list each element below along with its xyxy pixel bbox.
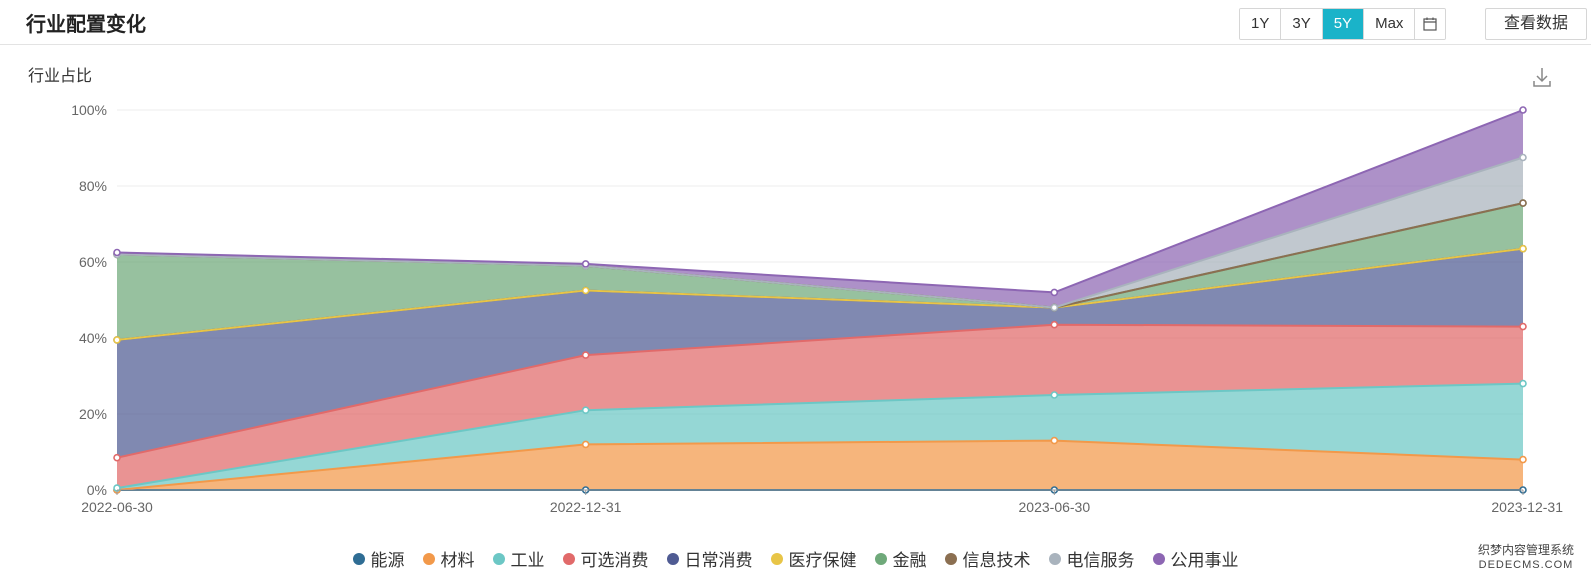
- legend-item[interactable]: 日常消费: [666, 546, 753, 571]
- watermark-line1: 织梦内容管理系统: [1477, 543, 1574, 557]
- y-tick-label: 100%: [71, 102, 107, 118]
- calendar-icon: [1423, 17, 1438, 31]
- data-point-医疗保健[interactable]: [1519, 244, 1527, 253]
- watermark-line2: DEDECMS.COM: [1478, 559, 1574, 571]
- data-point-电信服务[interactable]: [1519, 153, 1527, 162]
- range-selector: 1Y 3Y 5Y Max: [1239, 8, 1447, 40]
- legend-item[interactable]: 金融: [874, 546, 927, 571]
- watermark: 织梦内容管理系统 DEDECMS.COM: [1463, 543, 1589, 583]
- series-line-工业: [116, 382, 1524, 490]
- data-point-工业[interactable]: [1050, 391, 1059, 399]
- data-point-医疗保健[interactable]: [113, 336, 121, 344]
- legend-swatch: [422, 552, 435, 565]
- y-axis-title: 行业占比: [28, 68, 93, 85]
- view-data-button[interactable]: 查看数据: [1485, 8, 1587, 40]
- legend-label: 电信服务: [1066, 551, 1135, 570]
- legend-swatch: [874, 552, 887, 565]
- legend-label: 金融: [892, 551, 927, 570]
- y-tick-label: 20%: [79, 406, 107, 422]
- area-可选消费: [117, 324, 1523, 489]
- area-公用事业: [117, 110, 1523, 308]
- y-tick-label: 40%: [79, 330, 107, 346]
- legend-label: 能源: [370, 551, 405, 570]
- area-日常消费: [117, 248, 1523, 458]
- series-line-医疗保健: [116, 247, 1524, 341]
- legend-label: 公用事业: [1170, 551, 1239, 570]
- y-tick-label: 60%: [79, 254, 107, 270]
- series-line-材料: [116, 439, 1524, 491]
- x-tick-label: 2023-06-30: [1019, 499, 1091, 515]
- area-材料: [117, 440, 1523, 490]
- page-title: 行业配置变化: [26, 14, 146, 36]
- legend-item[interactable]: 工业: [492, 546, 545, 571]
- x-tick-label: 2022-12-31: [550, 499, 622, 515]
- range-max-button[interactable]: Max: [1364, 9, 1416, 39]
- legend-item[interactable]: 材料: [422, 546, 475, 571]
- data-point-工业[interactable]: [1519, 379, 1527, 388]
- data-point-可选消费[interactable]: [113, 453, 121, 462]
- series-line-可选消费: [116, 323, 1524, 459]
- legend-swatch: [352, 552, 365, 565]
- legend-item[interactable]: 公用事业: [1152, 546, 1239, 571]
- x-tick-label: 2023-12-31: [1491, 499, 1563, 515]
- legend-swatch: [562, 552, 575, 565]
- area-工业: [117, 383, 1523, 490]
- data-point-公用事业[interactable]: [1519, 106, 1527, 114]
- legend-item[interactable]: 电信服务: [1048, 546, 1135, 571]
- data-point-可选消费[interactable]: [1050, 320, 1059, 329]
- legend-swatch: [770, 552, 783, 565]
- legend-item[interactable]: 信息技术: [944, 546, 1031, 571]
- legend-item[interactable]: 可选消费: [562, 546, 649, 571]
- data-point-可选消费[interactable]: [581, 351, 590, 359]
- legend-label: 医疗保健: [788, 551, 857, 570]
- calendar-button[interactable]: [1415, 9, 1446, 39]
- stacked-area-chart: 0% 20% 40% 60% 80% 100% 2022-06-30 2022-12-31 20…: [71, 102, 1563, 515]
- legend-label: 可选消费: [580, 551, 649, 570]
- legend-swatch: [666, 552, 679, 565]
- legend-swatch: [944, 552, 957, 565]
- data-point-材料[interactable]: [1050, 436, 1059, 445]
- download-icon[interactable]: [1532, 66, 1552, 88]
- legend-item[interactable]: 医疗保健: [770, 546, 857, 571]
- data-point-信息技术[interactable]: [1519, 199, 1527, 207]
- legend-swatch: [492, 552, 505, 565]
- legend-label: 信息技术: [962, 551, 1031, 570]
- y-tick-label: 0%: [87, 482, 107, 498]
- x-tick-label: 2022-06-30: [81, 499, 153, 515]
- data-point-材料[interactable]: [581, 440, 590, 449]
- data-point-材料[interactable]: [1519, 455, 1527, 464]
- legend-label: 工业: [510, 551, 545, 570]
- data-point-公用事业[interactable]: [581, 260, 590, 268]
- data-point-电信服务[interactable]: [1050, 303, 1059, 312]
- data-point-可选消费[interactable]: [1519, 322, 1527, 331]
- legend-swatch: [1152, 552, 1165, 565]
- y-tick-label: 80%: [79, 178, 107, 194]
- legend-label: 日常消费: [684, 551, 753, 570]
- series-line-公用事业: [116, 109, 1524, 294]
- range-1y-button[interactable]: 1Y: [1240, 9, 1282, 39]
- header-bar: 行业配置变化 1Y 3Y 5Y Max 查看数据: [0, 0, 1591, 45]
- legend-item[interactable]: 能源: [352, 546, 405, 571]
- data-point-公用事业[interactable]: [1050, 288, 1059, 297]
- series-line-电信服务: [116, 156, 1524, 309]
- legend-swatch: [1048, 552, 1061, 565]
- range-3y-button[interactable]: 3Y: [1281, 9, 1323, 39]
- legend-label: 材料: [440, 551, 475, 570]
- data-point-工业[interactable]: [581, 406, 590, 415]
- area-金融: [117, 203, 1523, 340]
- chart-legend: 能源 材料 工业 可选消费 日常消费 医疗保健 金融 信息技术 电信服务 公用事业: [0, 546, 1591, 571]
- data-point-医疗保健[interactable]: [581, 286, 590, 295]
- range-5y-button[interactable]: 5Y: [1322, 9, 1365, 39]
- data-point-公用事业[interactable]: [113, 248, 121, 257]
